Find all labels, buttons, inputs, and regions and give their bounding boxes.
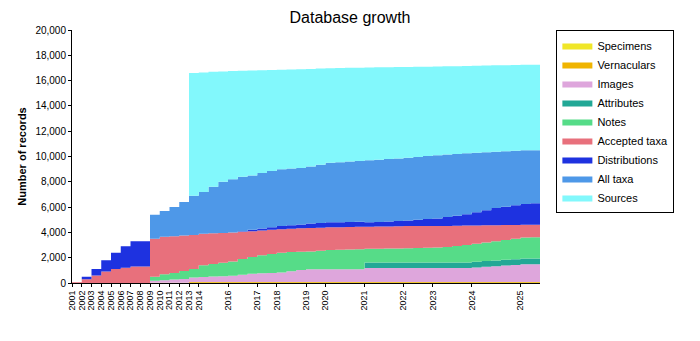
svg-text:16,000: 16,000 xyxy=(35,75,66,86)
svg-text:14,000: 14,000 xyxy=(35,100,66,111)
svg-text:2006: 2006 xyxy=(116,291,126,311)
svg-text:Specimens: Specimens xyxy=(597,40,652,52)
svg-text:2009: 2009 xyxy=(145,291,155,311)
svg-text:2012: 2012 xyxy=(174,291,184,311)
svg-text:2021: 2021 xyxy=(359,291,369,311)
svg-text:2016: 2016 xyxy=(223,291,233,311)
svg-text:2024: 2024 xyxy=(467,291,477,311)
svg-text:2001: 2001 xyxy=(67,291,77,311)
svg-text:Number of records: Number of records xyxy=(16,107,28,205)
svg-text:Distributions: Distributions xyxy=(597,154,658,166)
svg-text:2020: 2020 xyxy=(320,291,330,311)
svg-text:2007: 2007 xyxy=(125,291,135,311)
svg-text:2011: 2011 xyxy=(164,291,174,310)
svg-text:2022: 2022 xyxy=(398,291,408,311)
svg-text:2014: 2014 xyxy=(194,291,204,311)
svg-text:All taxa: All taxa xyxy=(597,173,634,185)
svg-text:Notes: Notes xyxy=(597,116,626,128)
svg-text:2010: 2010 xyxy=(155,291,165,311)
svg-text:0: 0 xyxy=(60,278,66,289)
svg-text:2025: 2025 xyxy=(515,291,525,311)
svg-text:Vernaculars: Vernaculars xyxy=(597,59,656,71)
svg-text:Attributes: Attributes xyxy=(597,97,644,109)
svg-text:8,000: 8,000 xyxy=(41,176,66,187)
svg-text:2017: 2017 xyxy=(252,291,262,311)
svg-text:2005: 2005 xyxy=(106,291,116,311)
svg-text:12,000: 12,000 xyxy=(35,126,66,137)
svg-text:18,000: 18,000 xyxy=(35,50,66,61)
svg-text:2023: 2023 xyxy=(428,291,438,311)
svg-text:Database growth: Database growth xyxy=(290,9,411,26)
svg-text:2004: 2004 xyxy=(96,291,106,311)
svg-text:2002: 2002 xyxy=(77,291,87,311)
svg-text:2019: 2019 xyxy=(301,291,311,311)
svg-text:10,000: 10,000 xyxy=(35,151,66,162)
svg-text:2018: 2018 xyxy=(272,291,282,311)
svg-text:2008: 2008 xyxy=(135,291,145,311)
svg-text:Accepted taxa: Accepted taxa xyxy=(597,135,668,147)
svg-text:2003: 2003 xyxy=(86,291,96,311)
svg-text:Images: Images xyxy=(597,78,634,90)
svg-text:2,000: 2,000 xyxy=(41,252,66,263)
svg-text:4,000: 4,000 xyxy=(41,227,66,238)
svg-text:20,000: 20,000 xyxy=(35,25,66,36)
svg-text:2013: 2013 xyxy=(184,291,194,311)
svg-text:6,000: 6,000 xyxy=(41,202,66,213)
svg-text:Sources: Sources xyxy=(597,192,638,204)
